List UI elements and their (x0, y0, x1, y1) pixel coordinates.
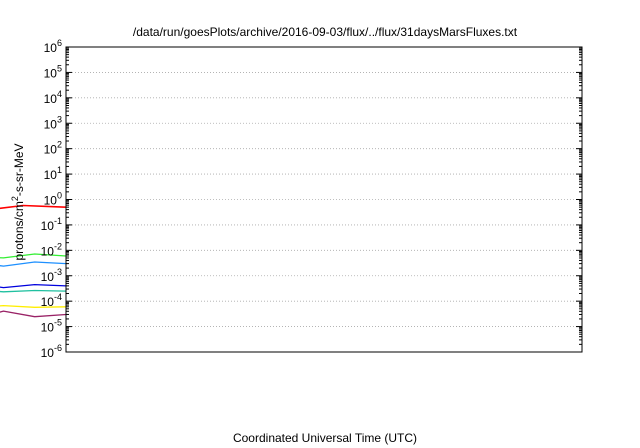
ticks: 10-610-510-410-310-210-11001011021031041… (41, 38, 582, 360)
x-axis-label: Coordinated Universal Time (UTC) (233, 431, 417, 445)
y-tick-label: 106 (44, 38, 62, 55)
series-line-2 (0, 253, 67, 259)
grid (66, 72, 582, 327)
y-tick-label: 100 (44, 191, 62, 208)
y-tick-label: 105 (44, 63, 62, 80)
y-tick-label: 10-3 (41, 267, 62, 284)
y-tick-label: 10-1 (41, 216, 62, 233)
y-tick-label: 101 (44, 165, 62, 182)
y-axis-label: protons/cm2-s-sr-MeV (10, 143, 26, 260)
chart-title: /data/run/goesPlots/archive/2016-09-03/f… (133, 25, 518, 39)
y-tick-label: 10-5 (41, 318, 62, 335)
y-tick-label: 104 (44, 89, 62, 106)
y-tick-label: 103 (44, 114, 62, 131)
series-line-4 (0, 283, 67, 289)
y-tick-label: 10-6 (41, 343, 62, 360)
y-tick-label: 102 (44, 140, 62, 157)
